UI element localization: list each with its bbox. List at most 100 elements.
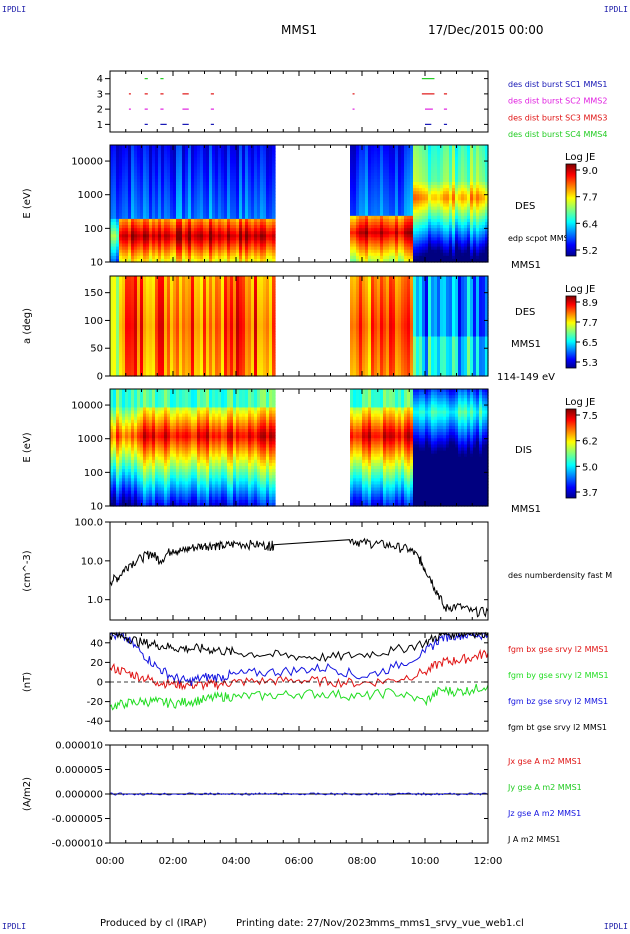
spectrogram-cell <box>479 181 483 186</box>
spectrogram-cell <box>215 175 219 180</box>
spectrogram-cell <box>119 237 123 242</box>
spectrogram-cell <box>134 221 138 226</box>
spectrogram-cell <box>248 228 252 232</box>
spectrogram-cell <box>206 203 210 208</box>
spectrogram-cell <box>419 145 423 149</box>
spectrogram-cell <box>194 203 198 208</box>
spectrogram-cell <box>458 249 462 254</box>
spectrogram-cell <box>359 252 363 257</box>
spectrogram-cell <box>164 249 168 254</box>
spectrogram-cell <box>407 194 411 198</box>
spectrogram-cell <box>359 169 363 174</box>
spectrogram-cell <box>410 157 414 161</box>
spectrogram-cell <box>386 178 390 183</box>
spectrogram-cell <box>158 145 162 149</box>
spectrogram-cell <box>467 258 471 263</box>
spectrogram-cell <box>476 175 480 180</box>
spectrogram-cell <box>224 252 228 257</box>
spectrogram-cell <box>464 188 468 192</box>
spectrogram-cell <box>125 157 129 161</box>
spectrogram-cell <box>155 188 159 192</box>
spectrogram-cell <box>113 240 117 245</box>
spectrogram-cell <box>110 246 114 251</box>
spectrogram-cell <box>113 191 117 195</box>
spectrogram-cell <box>392 231 396 235</box>
spectrogram-cell <box>236 255 240 260</box>
spectrogram-cell <box>263 188 267 192</box>
spectrogram-cell <box>431 255 435 260</box>
spectrogram-cell <box>140 215 144 220</box>
spectrogram-cell <box>149 237 153 242</box>
spectrogram-cell <box>395 237 399 242</box>
corner-label-top-right: IPDLI <box>603 5 628 14</box>
spectrogram-cell <box>254 203 258 208</box>
spectrogram-cell <box>431 218 435 223</box>
spectrogram-cell <box>476 163 480 168</box>
spectrogram-cell <box>218 200 222 205</box>
spectrogram-cell <box>407 234 411 238</box>
spectrogram-cell <box>374 151 378 155</box>
spectrogram-cell <box>248 200 252 205</box>
spectrogram-cell <box>404 157 408 161</box>
spectrogram-cell <box>119 209 123 214</box>
spectrogram-cell <box>419 237 423 242</box>
spectrogram-cell <box>119 169 123 174</box>
spectrogram-cell <box>251 218 255 223</box>
spectrogram-cell <box>422 191 426 195</box>
spectrogram-cell <box>464 148 468 152</box>
spectrogram-cell <box>245 188 249 192</box>
spectrogram-cell <box>461 175 465 180</box>
spectrogram-cell <box>191 145 195 149</box>
spectrogram-cell <box>386 163 390 168</box>
spectrogram-cell <box>482 160 486 165</box>
spectrogram-cell <box>248 246 252 251</box>
spectrogram-cell <box>377 185 381 189</box>
spectrogram-cell <box>170 172 174 177</box>
spectrogram-cell <box>116 243 120 248</box>
spectrogram-cell <box>368 163 372 168</box>
spectrogram-cell <box>350 252 354 257</box>
spectrogram-cell <box>272 197 276 202</box>
spectrogram-cell <box>137 185 141 189</box>
spectrogram-cell <box>125 252 129 257</box>
spectrogram-cell <box>362 218 366 223</box>
spectrogram-cell <box>263 163 267 168</box>
spectrogram-cell <box>395 206 399 211</box>
spectrogram-cell <box>227 175 231 180</box>
spectrogram-cell <box>167 172 171 177</box>
spectrogram-cell <box>248 145 252 149</box>
spectrogram-cell <box>371 215 375 220</box>
spectrogram-cell <box>422 169 426 174</box>
spectrogram-cell <box>242 231 246 235</box>
spectrogram-cell <box>236 240 240 245</box>
spectrogram-cell <box>461 215 465 220</box>
spectrogram-cell <box>197 258 201 263</box>
spectrogram-cell <box>473 166 477 171</box>
spectrogram-cell <box>383 228 387 232</box>
spectrogram-cell <box>464 151 468 155</box>
spectrogram-cell <box>467 145 471 149</box>
spectrogram-cell <box>452 240 456 245</box>
spectrogram-cell <box>413 228 417 232</box>
spectrogram-cell <box>137 212 141 217</box>
spectrogram-cell <box>212 240 216 245</box>
spectrogram-cell <box>155 148 159 152</box>
spectrogram-cell <box>206 215 210 220</box>
spectrogram-cell <box>239 175 243 180</box>
spectrogram-cell <box>479 218 483 223</box>
spectrogram-cell <box>356 237 360 242</box>
spectrogram-cell <box>236 197 240 202</box>
spectrogram-cell <box>245 160 249 165</box>
spectrogram-cell <box>428 185 432 189</box>
spectrogram-cell <box>263 200 267 205</box>
spectrogram-cell <box>395 255 399 260</box>
spectrogram-cell <box>359 218 363 223</box>
spectrogram-cell <box>242 206 246 211</box>
spectrogram-cell <box>227 169 231 174</box>
spectrogram-cell <box>161 249 165 254</box>
spectrogram-cell <box>269 181 273 186</box>
spectrogram-cell <box>404 225 408 229</box>
spectrogram-cell <box>467 188 471 192</box>
spectrogram-cell <box>383 258 387 263</box>
spectrogram-cell <box>116 188 120 192</box>
